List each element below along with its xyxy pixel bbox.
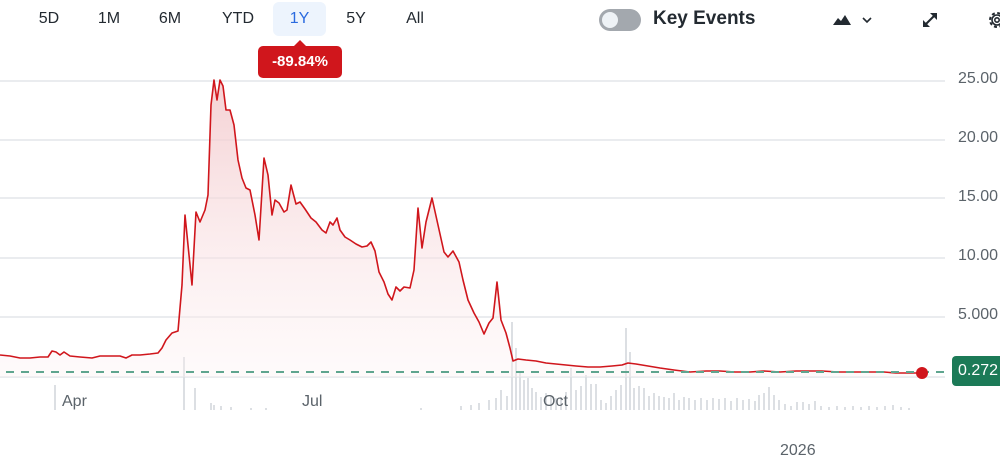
range-all-button[interactable]: All xyxy=(406,10,424,27)
toggle-knob xyxy=(602,12,618,28)
expand-arrows-icon xyxy=(923,13,937,27)
chevron-down-icon xyxy=(862,17,872,24)
key-events-toggle[interactable] xyxy=(599,9,641,31)
current-price-tag: 0.272 xyxy=(952,356,1000,386)
period-change-badge: -89.84% xyxy=(258,40,342,78)
range-5y-button[interactable]: 5Y xyxy=(346,10,366,27)
y-tick-20: 20.00 xyxy=(958,129,999,146)
range-6m-button[interactable]: 6M xyxy=(158,10,182,27)
expand-chart-button[interactable] xyxy=(918,8,942,32)
range-5d-button[interactable]: 5D xyxy=(38,10,60,27)
y-tick-10: 10.00 xyxy=(958,247,999,264)
y-tick-5: 5.000 xyxy=(958,306,999,323)
price-area-fill xyxy=(0,80,922,377)
key-events-label: Key Events xyxy=(653,8,756,29)
x-tick-jul: Jul xyxy=(302,393,323,410)
chart-toolbar: 5D 1M 6M YTD 1Y 5Y All Key Events xyxy=(0,0,1000,40)
range-ytd-button[interactable]: YTD xyxy=(222,10,254,27)
chart-type-selector[interactable] xyxy=(828,8,878,32)
range-1m-button[interactable]: 1M xyxy=(97,10,121,27)
x-tick-2026: 2026 xyxy=(780,442,816,459)
price-line xyxy=(0,79,922,374)
current-price-dot xyxy=(916,367,928,379)
y-tick-15: 15.00 xyxy=(958,188,999,205)
x-tick-apr: Apr xyxy=(62,393,87,410)
gear-icon xyxy=(989,12,1000,28)
range-1y-button[interactable]: 1Y xyxy=(273,2,326,36)
chart-settings-button[interactable] xyxy=(985,8,1000,32)
x-tick-oct: Oct xyxy=(543,393,568,410)
mountain-area-icon xyxy=(833,15,851,25)
y-tick-25: 25.00 xyxy=(958,70,999,87)
